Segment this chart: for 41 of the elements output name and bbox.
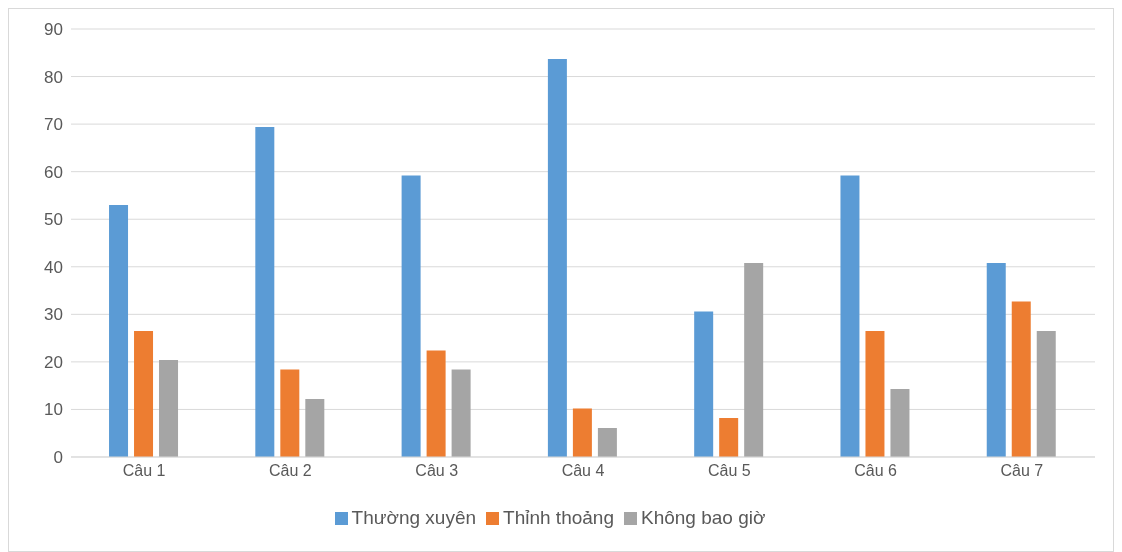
bar (865, 330, 885, 457)
legend-label: Thỉnh thoảng (503, 507, 614, 528)
bar (1011, 301, 1031, 457)
bar (840, 175, 860, 457)
bar (986, 262, 1006, 457)
y-tick-label: 30 (44, 305, 63, 325)
x-tick-label: Câu 1 (122, 462, 166, 480)
x-tick-label: Câu 5 (707, 462, 751, 480)
bar (597, 427, 617, 457)
y-tick-label: 40 (44, 257, 63, 277)
bar (426, 350, 446, 457)
bar (547, 58, 567, 457)
x-tick-label: Câu 6 (854, 462, 898, 480)
x-tick-label: Câu 3 (415, 462, 459, 480)
bar (1036, 330, 1056, 457)
y-tick-label: 80 (44, 67, 63, 87)
bar (134, 330, 154, 457)
y-tick-label: 90 (44, 20, 63, 40)
bar (572, 408, 592, 457)
bar (719, 418, 739, 457)
y-tick-label: 70 (44, 115, 63, 135)
y-tick-label: 10 (44, 400, 63, 420)
x-tick-label: Câu 2 (269, 462, 312, 480)
bar (890, 389, 910, 457)
x-tick-label: Câu 4 (561, 462, 605, 480)
legend-label: Không bao giờ (640, 507, 766, 528)
bar (280, 369, 300, 457)
bar (255, 126, 275, 457)
bar (401, 175, 421, 457)
x-tick-label: Câu 7 (1000, 462, 1044, 480)
y-tick-label: 60 (44, 162, 63, 182)
bar (159, 359, 179, 457)
bar (305, 398, 325, 457)
y-tick-label: 20 (44, 352, 63, 372)
bar (451, 369, 471, 457)
legend-label: Thường xuyên (351, 507, 477, 528)
y-tick-label: 50 (44, 210, 63, 230)
bar (744, 262, 764, 457)
y-tick-label: 0 (53, 448, 63, 468)
bar (109, 204, 129, 457)
bar (694, 311, 714, 457)
